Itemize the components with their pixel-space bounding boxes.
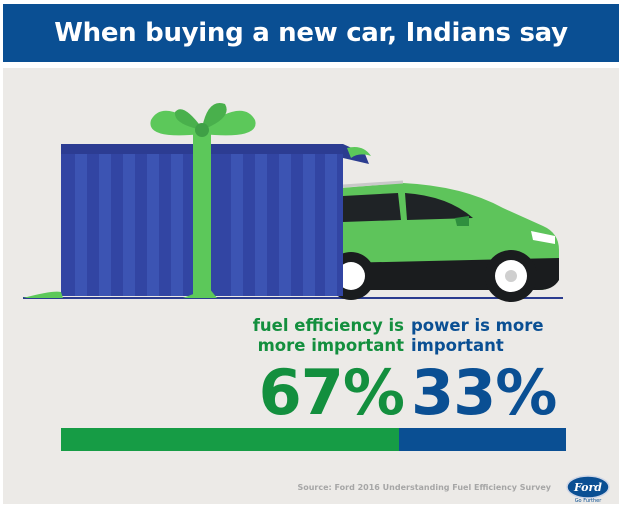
ford-logo-icon: Ford xyxy=(566,475,610,499)
power-label-line2: important xyxy=(411,336,504,355)
header: When buying a new car, Indians say xyxy=(0,0,622,66)
gift-box-illustration-icon xyxy=(23,103,371,298)
fuel-label-line1: fuel efficiency is xyxy=(252,316,404,335)
header-bar: When buying a new car, Indians say xyxy=(3,4,619,62)
ford-logo-text: Ford xyxy=(573,481,602,494)
infographic-panel: fuel efficiency is more important power … xyxy=(3,68,619,504)
power-bar-segment xyxy=(399,428,566,451)
power-label: power is more important xyxy=(411,316,611,356)
car-illustration-icon xyxy=(327,180,559,302)
split-bar xyxy=(61,428,566,451)
ford-tagline: Go Further xyxy=(574,498,602,504)
page-title: When buying a new car, Indians say xyxy=(54,18,568,48)
source-note: Source: Ford 2016 Understanding Fuel Eff… xyxy=(297,483,551,492)
fuel-bar-segment xyxy=(61,428,400,451)
power-label-line1: power is more xyxy=(411,316,544,335)
illustration-scene xyxy=(23,103,563,302)
fuel-label-line2: more important xyxy=(257,336,404,355)
fuel-percent: 67% xyxy=(258,356,405,429)
power-percent: 33% xyxy=(411,356,557,429)
fuel-efficiency-label: fuel efficiency is more important xyxy=(184,316,404,356)
